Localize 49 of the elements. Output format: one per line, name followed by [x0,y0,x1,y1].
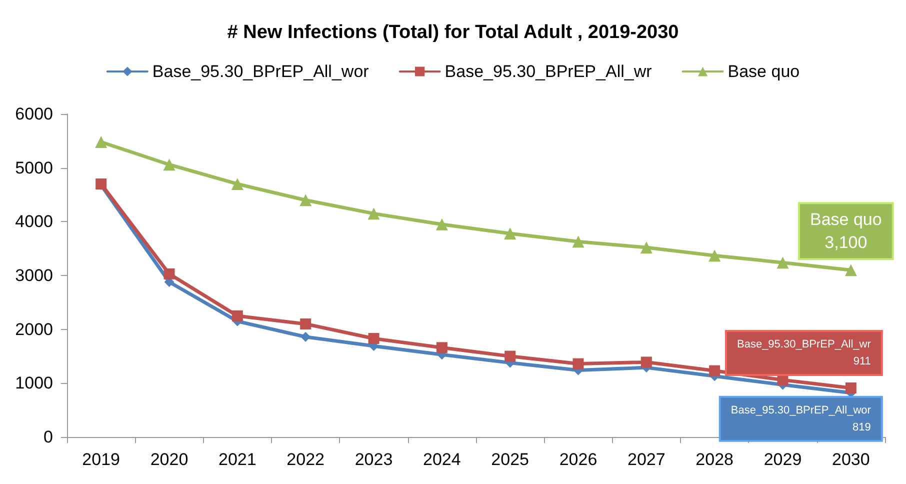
point [164,268,175,280]
point [504,350,516,362]
point [231,178,244,190]
point [163,158,176,171]
legend-label: Base quo [728,62,800,81]
point [572,358,584,370]
annotation: Base_95.30_BPrEP_All_wr 911 [736,338,872,368]
annotation: Base_95.30_BPrEP_All_wor 819 [730,404,872,434]
point [572,236,584,248]
point [436,342,448,354]
point [368,332,380,344]
point [709,365,720,376]
x-tick-label: 2019 [82,450,120,469]
point [504,228,516,240]
point [300,332,311,342]
chart-title: # New Infections (Total) for Total Adult , 2019-2030 [227,22,679,43]
point [640,242,652,254]
x-tick-label: 2027 [628,450,666,469]
x-tick-label: 2025 [491,450,529,469]
x-tick-label: 2020 [150,450,188,469]
x-tick-label: 2023 [354,450,393,469]
x-tick-label: 2028 [696,450,734,469]
point [232,310,243,322]
point [436,218,448,230]
legend-label: Base_95.30_BPrEP_All_wor [152,62,370,81]
point [300,194,312,206]
point [844,264,857,276]
y-tick-label: 0 [44,428,53,446]
x-tick-label: 2021 [218,450,256,469]
y-tick-label: 3000 [15,266,53,285]
point [640,356,652,368]
x-tick-label: 2026 [559,450,598,469]
point [95,136,108,148]
point [708,250,721,262]
point [300,318,312,330]
annotation: Base quo 3,100 [810,210,882,252]
y-tick-label: 6000 [15,104,53,124]
x-tick-label: 2022 [286,450,324,469]
x-tick-label: 2024 [423,450,461,469]
legend-label: Base_95.30_BPrEP_All_wr [444,62,652,81]
y-tick-label: 4000 [15,212,53,232]
point [776,256,789,269]
point [845,382,856,394]
point [368,208,380,220]
x-tick-label: 2030 [832,450,870,469]
y-tick-label: 2000 [15,320,53,339]
y-tick-label: 1000 [15,374,53,393]
y-tick-label: 5000 [15,158,53,178]
x-tick-label: 2029 [764,450,802,469]
